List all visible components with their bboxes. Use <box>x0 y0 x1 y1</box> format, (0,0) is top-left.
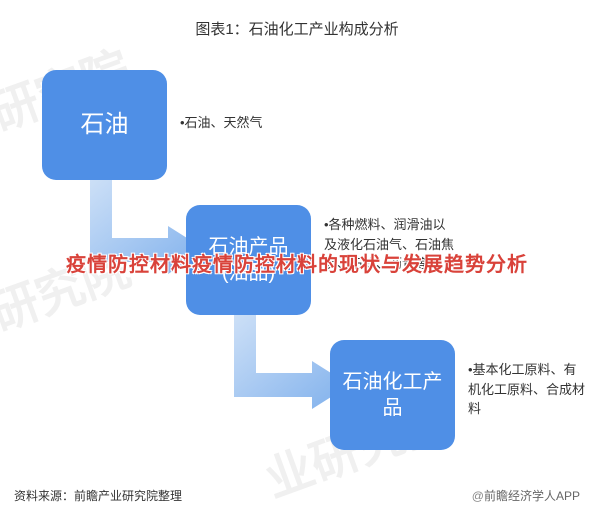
node-petrochemical-desc: •基本化工原料、有机化工原料、合成材料 <box>468 360 588 419</box>
node-petroleum-desc: •石油、天然气 <box>180 113 263 133</box>
attribution: @前瞻经济学人APP <box>472 487 580 504</box>
chart-title: 图表1：石油化工产业构成分析 <box>0 18 594 39</box>
source-text: 资料来源：前瞻产业研究院整理 <box>14 487 182 504</box>
node-petrochemical: 石油化工产品 <box>330 340 455 450</box>
node-petroleum: 石油 <box>42 70 167 180</box>
node-label: 石油 <box>81 109 129 140</box>
attribution-text: 前瞻经济学人APP <box>484 489 580 503</box>
overlay-headline: 疫情防控材料疫情防控材料的现状与发展趋势分析 <box>0 248 594 277</box>
node-label: 石油化工产品 <box>338 369 447 421</box>
at-icon: @ <box>472 489 484 503</box>
